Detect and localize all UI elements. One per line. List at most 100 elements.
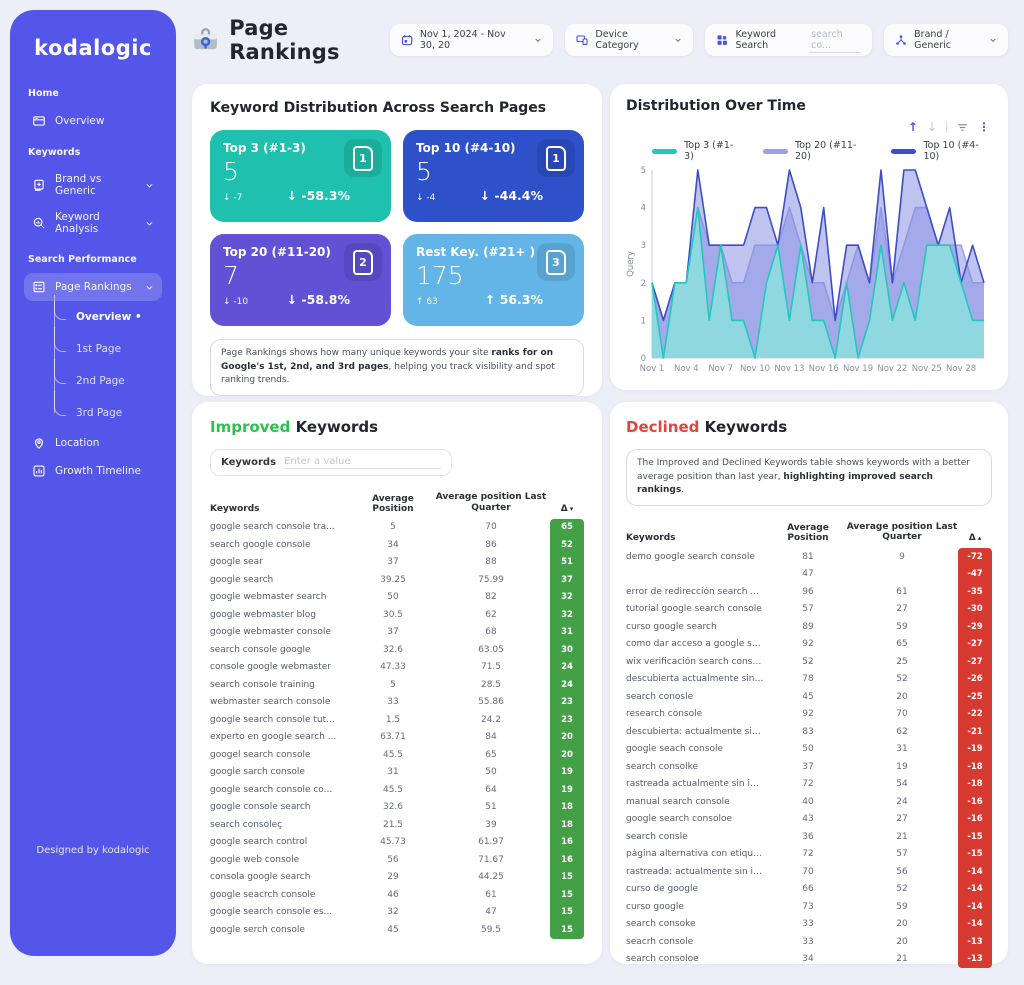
table-row[interactable]: google search 39.25 75.99 37 [210, 571, 584, 589]
col-average-position-last-quarter[interactable]: Average position Last Quarter [846, 521, 958, 543]
table-row[interactable]: demo google search console 81 9 -72 [626, 548, 992, 566]
table-row[interactable]: manual search console 40 24 -16 [626, 793, 992, 811]
sort-down-icon[interactable]: ↓ [926, 120, 937, 134]
table-row[interactable]: search conosle 45 20 -25 [626, 688, 992, 706]
table-row[interactable]: google console search 32.6 51 18 [210, 798, 584, 817]
improved-table-header: Keywords Average Position Average positi… [210, 492, 584, 519]
cell-delta-badge: -30 [958, 600, 992, 619]
col-average-position-last-quarter[interactable]: Average position Last Quarter [435, 492, 547, 513]
table-row[interactable]: search consoke 33 20 -14 [626, 915, 992, 934]
table-row[interactable]: google seacrch console 46 61 15 [210, 886, 584, 904]
legend-item-top-10-4-10[interactable]: Top 10 (#4-10) [891, 140, 992, 162]
table-row[interactable]: error de redirección search co... 96 61 -35 [626, 583, 992, 601]
table-row[interactable]: search consolke 37 19 -18 [626, 758, 992, 776]
legend-item-top-20-11-20[interactable]: Top 20 (#11-20) [762, 140, 869, 162]
keyword-search-input[interactable]: search co... [809, 27, 862, 53]
table-row[interactable]: rastreada: actualmente sin ind... 70 56 -14 [626, 863, 992, 881]
brand-generic-filter[interactable]: Brand / Generic [884, 24, 1008, 56]
table-row[interactable]: wix verificación search console 52 25 -27 [626, 653, 992, 671]
sidebar-item-growth-timeline[interactable]: Growth Timeline [24, 457, 162, 485]
kpi-card-top-20-11-20[interactable]: Top 20 (#11-20) 7 ↓ -10 ↓ -58.8% 2 [210, 234, 391, 326]
table-row[interactable]: google webmaster blog 30.5 62 32 [210, 606, 584, 624]
table-row[interactable]: google search console es... 32 47 15 [210, 903, 584, 922]
keyword-search-filter[interactable]: Keyword Search search co... [705, 24, 873, 56]
table-row[interactable]: curso de google 66 52 -14 [626, 880, 992, 899]
sidebar-subitem-overview[interactable]: Overview • [54, 295, 162, 333]
table-row[interactable]: curso google 73 59 -14 [626, 898, 992, 916]
cell-keyword: descubierta actualmente sin in... [626, 674, 770, 685]
device-category-filter[interactable]: Device Category [565, 24, 694, 56]
legend-item-top-3-1-3[interactable]: Top 3 (#1-3) [652, 140, 741, 162]
date-range-filter[interactable]: Nov 1, 2024 - Nov 30, 20 [389, 24, 554, 56]
table-row[interactable]: research console 92 70 -22 [626, 705, 992, 724]
cell-keyword: curso de google [626, 884, 698, 895]
overview-icon [33, 116, 45, 126]
col-average-position[interactable]: Average Position [372, 493, 414, 514]
table-row[interactable]: google search console co... 45.5 64 19 [210, 781, 584, 799]
table-row[interactable]: search console google 32.6 63.05 30 [210, 641, 584, 659]
col-keywords[interactable]: Keywords [210, 503, 260, 514]
cell-keyword: search consoke [626, 919, 696, 930]
table-row[interactable]: descubierta actualmente sin in... 78 52 -26 [626, 670, 992, 689]
sidebar-item-page-rankings[interactable]: Page Rankings [24, 273, 162, 301]
table-row[interactable]: search google console 34 86 52 [210, 536, 584, 554]
table-row[interactable]: google search control 45.73 61.97 16 [210, 833, 584, 852]
table-row[interactable]: search consoleç 21.5 39 18 [210, 816, 584, 834]
sidebar-subitem-1st-page[interactable]: 1st Page [54, 327, 162, 365]
table-row[interactable]: google search consoloe 43 27 -16 [626, 810, 992, 829]
sidebar-item-keyword-analysis[interactable]: Keyword Analysis [24, 204, 162, 242]
kpi-card-top-10-4-10[interactable]: Top 10 (#4-10) 5 ↓ -4 ↓ -44.4% 1 [403, 130, 584, 222]
kpi-card-top-3-1-3[interactable]: Top 3 (#1-3) 5 ↓ -7 ↓ -58.3% 1 [210, 130, 391, 222]
sidebar-item-location[interactable]: Location [24, 429, 162, 457]
cell-last-quarter: 21 [896, 831, 908, 842]
table-row[interactable]: google sear 37 88 51 [210, 553, 584, 572]
filter-icon[interactable] [956, 121, 969, 134]
table-row[interactable]: como dar acceso a google se... 92 65 -27 [626, 635, 992, 654]
table-row[interactable]: rastreada actualmente sin ind... 72 54 -18 [626, 775, 992, 794]
sidebar-item-overview[interactable]: Overview [24, 107, 162, 135]
table-row[interactable]: google webmaster console 37 68 31 [210, 623, 584, 642]
sidebar-subitem-3rd-page[interactable]: 3rd Page [54, 391, 162, 429]
table-row[interactable]: consola google search 29 44.25 15 [210, 868, 584, 887]
table-row[interactable]: 47 -47 [626, 565, 992, 584]
cell-average-position: 47.33 [380, 662, 406, 673]
cell-last-quarter: 59.5 [480, 924, 502, 935]
more-menu-icon[interactable]: ⋮ [978, 120, 990, 134]
keywords-search-box[interactable]: Keywords Enter a value [210, 449, 452, 476]
sidebar-subitem-2nd-page[interactable]: 2nd Page [54, 359, 162, 397]
table-row[interactable]: console google webmaster 47.33 71.5 24 [210, 658, 584, 677]
keywords-search-input[interactable]: Enter a value [284, 456, 441, 469]
col-delta[interactable]: Δ ▴ [968, 533, 982, 544]
kpi-change: ↓ -10 [223, 297, 249, 307]
cell-delta-badge: -14 [958, 898, 992, 916]
sidebar-item-brand-vs-generic[interactable]: Brand vs Generic [24, 166, 162, 204]
table-row[interactable]: search consoloe 34 21 -13 [626, 950, 992, 969]
sort-up-icon[interactable]: ↑ [907, 120, 918, 134]
cell-keyword: rastreada: actualmente sin ind... [626, 866, 770, 877]
col-keywords[interactable]: Keywords [626, 533, 676, 544]
table-row[interactable]: descubierta: actualmente sin i... 83 62 -21 [626, 723, 992, 741]
table-row[interactable]: google serch console 45 59.5 15 [210, 921, 584, 939]
table-row[interactable]: search console training 5 28.5 24 [210, 676, 584, 694]
table-row[interactable]: google web console 56 71.67 16 [210, 851, 584, 869]
table-row[interactable]: google search console tut... 1.5 24.2 23 [210, 711, 584, 729]
table-row[interactable]: seacrh console 33 20 -13 [626, 933, 992, 951]
table-row[interactable]: search consle 36 21 -15 [626, 828, 992, 846]
cell-delta-badge: -35 [958, 583, 992, 601]
table-row[interactable]: curso google search 89 59 -29 [626, 618, 992, 636]
cell-last-quarter: 63.05 [478, 644, 504, 655]
table-row[interactable]: webmaster search console 33 55.86 23 [210, 693, 584, 712]
col-delta[interactable]: Δ ▾ [560, 503, 574, 514]
table-row[interactable]: google webmaster search 50 82 32 [210, 588, 584, 607]
table-row[interactable]: tutorial google search console 57 27 -30 [626, 600, 992, 619]
page-rankings-subtree: Overview • 1st Page 2nd Page 3rd Page [54, 295, 162, 429]
kpi-card-rest-key-21[interactable]: Rest Key. (#21+ ) 175 ↑ 63 ↑ 56.3% 3 [403, 234, 584, 326]
table-row[interactable]: experto en google search ... 63.71 84 20 [210, 728, 584, 747]
table-row[interactable]: página alternativa con etiquet... 72 57 -15 [626, 845, 992, 864]
table-row[interactable]: google search console tra... 5 70 65 [210, 518, 584, 537]
sidebar-item-label: Keyword Analysis [55, 211, 100, 235]
table-row[interactable]: google seach console 50 31 -19 [626, 740, 992, 759]
col-average-position[interactable]: Average Position [787, 523, 829, 544]
table-row[interactable]: googel search console 45.5 65 20 [210, 746, 584, 764]
table-row[interactable]: google sarch console 31 50 19 [210, 763, 584, 782]
